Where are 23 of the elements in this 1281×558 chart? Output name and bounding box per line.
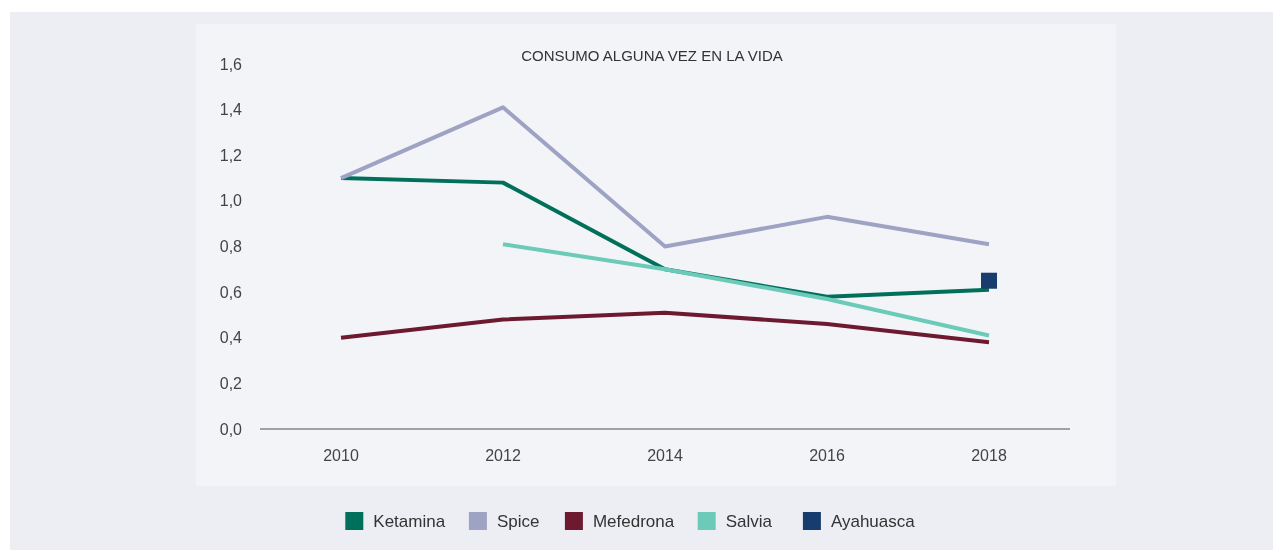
x-tick-label: 2014 bbox=[647, 447, 683, 464]
line-series bbox=[501, 242, 991, 338]
legend-label: Salvia bbox=[725, 511, 773, 531]
y-tick-label: 1,2 bbox=[219, 146, 243, 164]
y-tick-label: 0,0 bbox=[219, 420, 243, 438]
y-tick-label: 0,6 bbox=[219, 283, 243, 301]
line-series bbox=[339, 105, 991, 249]
y-tick-label: 1,6 bbox=[219, 55, 243, 73]
legend-label: Ayahuasca bbox=[830, 511, 916, 531]
legend-label: Spice bbox=[496, 511, 540, 531]
y-tick-label: 1,0 bbox=[219, 192, 243, 210]
x-tick-label: 2012 bbox=[485, 447, 521, 464]
chart-title: CONSUMO ALGUNA VEZ EN LA VIDA bbox=[521, 47, 783, 64]
y-tick-label: 1,4 bbox=[219, 101, 243, 119]
y-tick-label: 0,4 bbox=[219, 329, 243, 347]
y-tick-label: 0,2 bbox=[219, 374, 243, 392]
legend-label: Ketamina bbox=[373, 511, 446, 531]
x-tick-label: 2016 bbox=[809, 447, 845, 464]
x-tick-label: 2018 bbox=[971, 447, 1007, 464]
legend-label: Mefedrona bbox=[592, 511, 675, 531]
y-tick-label: 0,8 bbox=[219, 238, 243, 256]
line-series bbox=[339, 310, 991, 345]
x-tick-label: 2010 bbox=[323, 447, 359, 464]
